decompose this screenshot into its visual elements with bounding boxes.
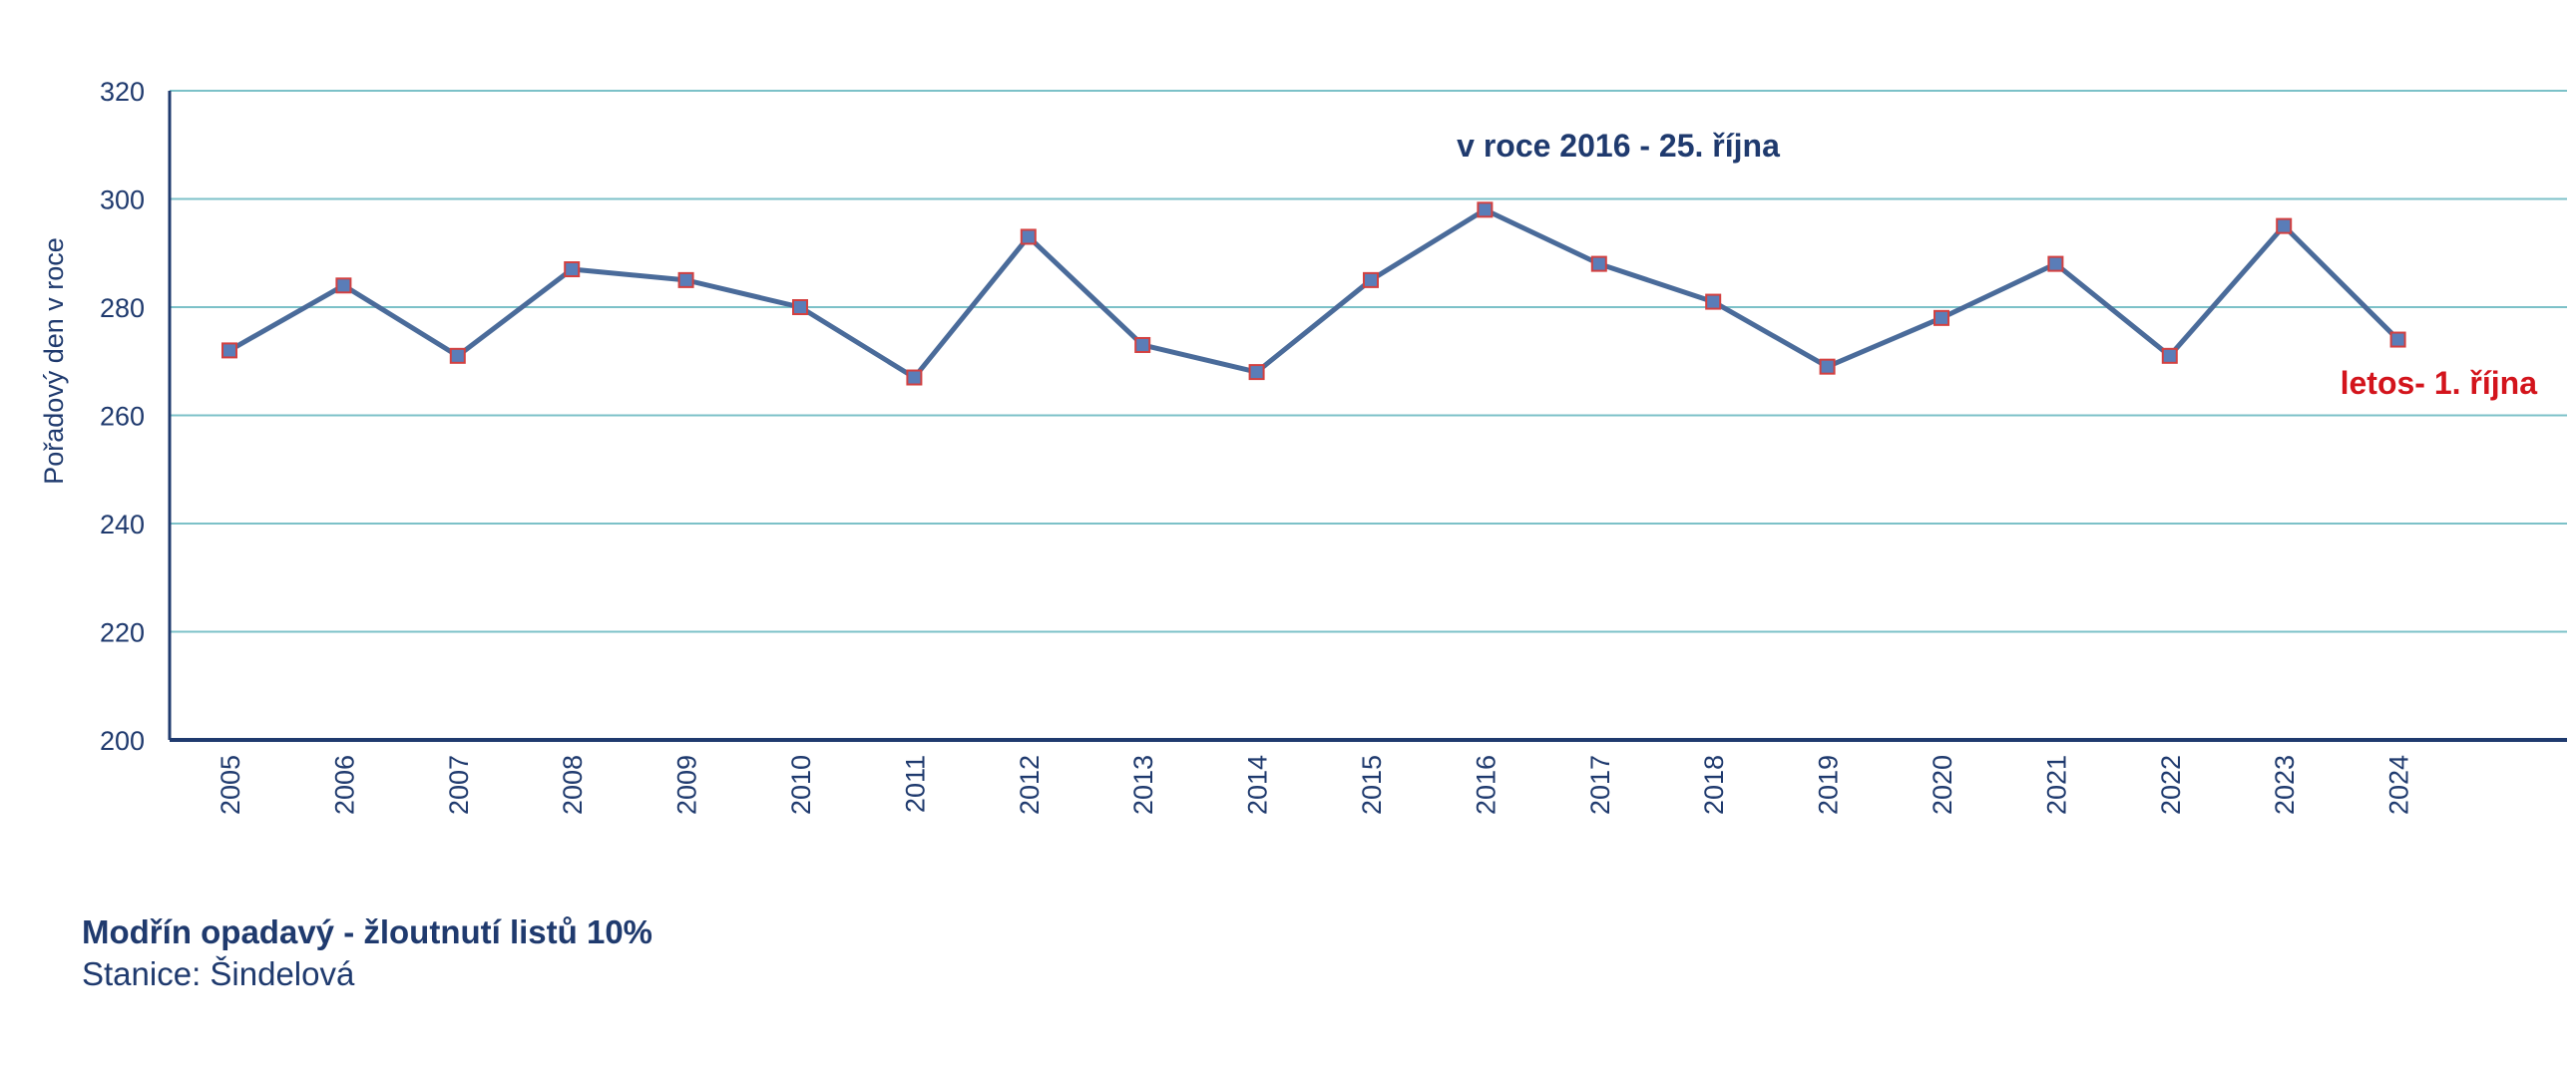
- data-point: [1819, 358, 1836, 375]
- y-tick-labels: 200 220 240 260 280 300 320: [100, 77, 145, 756]
- x-tick-label: 2009: [672, 755, 702, 815]
- x-tick-label: 2019: [1814, 755, 1844, 815]
- data-point: [221, 342, 237, 359]
- x-tick-label: 2007: [444, 755, 474, 815]
- x-tick-label: 2021: [2041, 755, 2071, 815]
- annotation-current-year: letos- 1. října: [2341, 365, 2538, 401]
- data-point: [2047, 255, 2064, 272]
- data-point: [1477, 201, 1494, 218]
- data-point: [1705, 293, 1722, 310]
- data-point: [335, 277, 352, 294]
- x-tick-label: 2010: [786, 755, 816, 815]
- chart-caption-station: Stanice: Šindelová: [82, 955, 355, 992]
- x-tick-label: 2012: [1015, 755, 1045, 815]
- data-point: [2161, 347, 2178, 364]
- axes: [168, 91, 2567, 742]
- x-tick-label: 2018: [1699, 755, 1729, 815]
- y-tick-label: 320: [100, 77, 145, 107]
- x-tick-label: 2022: [2156, 755, 2186, 815]
- x-tick-label: 2015: [1357, 755, 1387, 815]
- series-markers: [221, 201, 2406, 386]
- data-point: [449, 347, 466, 364]
- y-tick-label: 220: [100, 618, 145, 648]
- data-point: [1363, 271, 1379, 288]
- x-tick-labels: 2005 2006 2007 2008 2009 2010 2011 2012 2013 2014…: [215, 755, 2414, 815]
- data-point: [1134, 336, 1151, 353]
- x-tick-label: 2020: [1928, 755, 1957, 815]
- data-point: [1020, 228, 1037, 245]
- data-point: [564, 261, 581, 278]
- x-tick-label: 2006: [329, 755, 359, 815]
- data-point: [2389, 331, 2406, 348]
- y-tick-label: 200: [100, 726, 145, 756]
- y-axis-label: Pořadový den v roce: [39, 237, 69, 485]
- data-point: [677, 271, 694, 288]
- chart-caption-title: Modřín opadavý - žloutnutí listů 10%: [82, 913, 653, 950]
- data-point: [1933, 309, 1949, 326]
- x-tick-label: 2008: [558, 755, 588, 815]
- data-point: [2276, 217, 2293, 234]
- x-tick-label: 2013: [1128, 755, 1158, 815]
- data-point: [792, 299, 808, 315]
- y-tick-label: 300: [100, 185, 145, 215]
- y-tick-label: 260: [100, 402, 145, 432]
- x-tick-label: 2017: [1585, 755, 1615, 815]
- x-tick-label: 2023: [2270, 755, 2300, 815]
- annotation-2016: v roce 2016 - 25. října: [1457, 128, 1780, 164]
- x-tick-label: 2016: [1471, 755, 1501, 815]
- data-point: [1248, 364, 1265, 381]
- x-tick-label: 2005: [215, 755, 245, 815]
- x-tick-label: 2014: [1243, 755, 1273, 815]
- y-tick-label: 240: [100, 510, 145, 539]
- data-point: [1590, 255, 1607, 272]
- x-tick-label: 2024: [2384, 755, 2414, 815]
- x-tick-label: 2011: [900, 755, 930, 813]
- y-tick-label: 280: [100, 293, 145, 323]
- data-point: [906, 369, 923, 386]
- series-line: [227, 206, 2400, 381]
- grid-lines: [170, 90, 2567, 633]
